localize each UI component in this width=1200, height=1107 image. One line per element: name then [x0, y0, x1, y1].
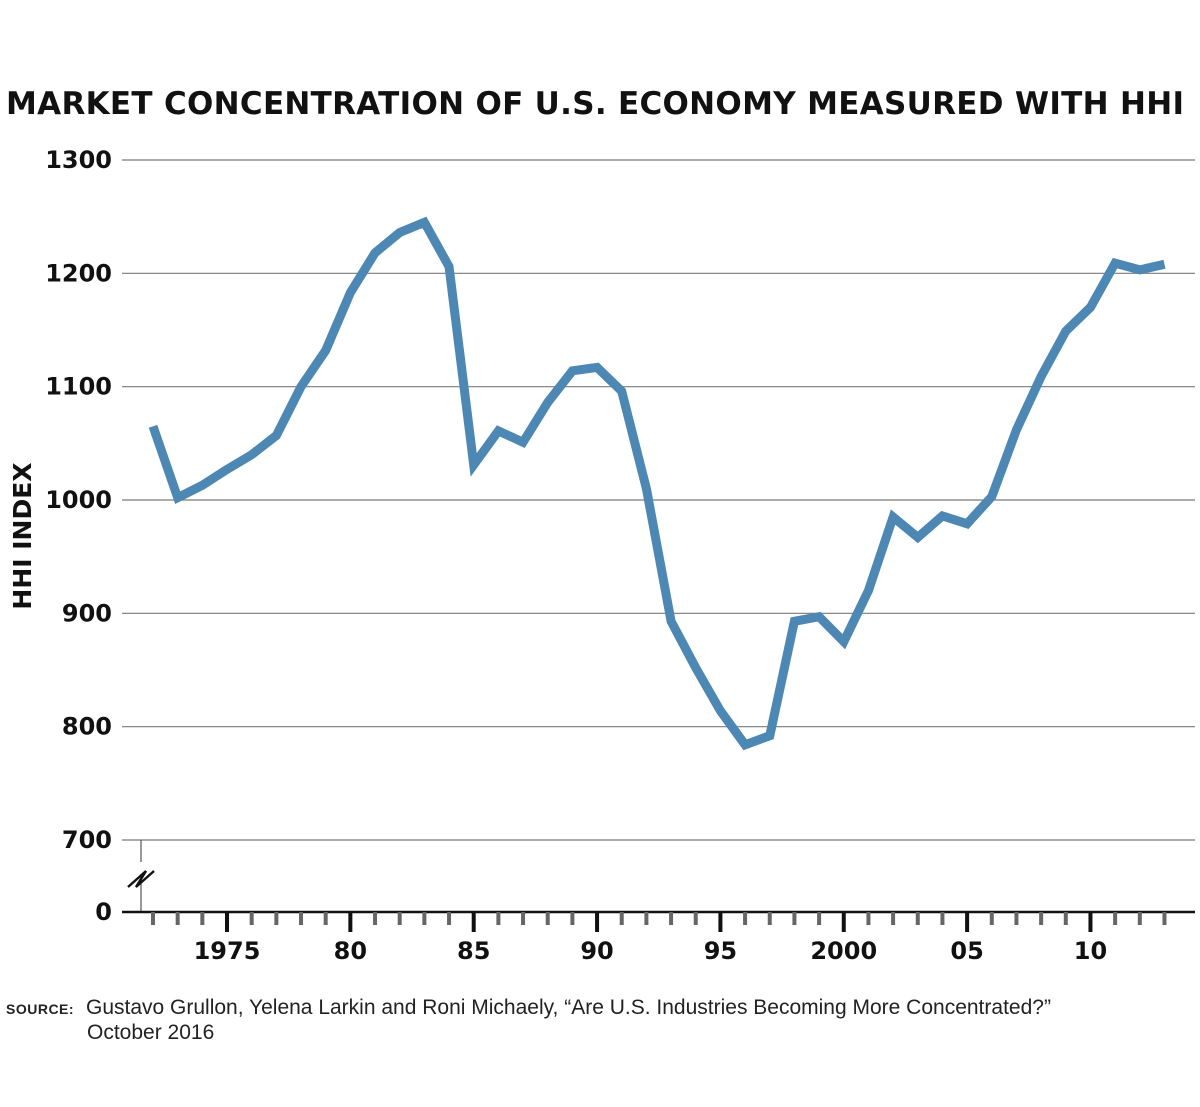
x-tick-1983 [422, 912, 427, 925]
x-tick-2012 [1137, 912, 1142, 925]
x-tick-1995 [718, 912, 723, 932]
x-tick-2007 [1014, 912, 1019, 925]
x-tick-1979 [323, 912, 328, 925]
x-tick-1989 [570, 912, 575, 925]
x-tick-label-1995: 95 [704, 937, 737, 965]
axis-break [127, 840, 155, 912]
x-tick-1994 [693, 912, 698, 925]
x-tick-1982 [397, 912, 402, 925]
x-tick-2005 [965, 912, 970, 932]
x-tick-1992 [644, 912, 649, 925]
x-tick-1998 [792, 912, 797, 925]
x-tick-2003 [915, 912, 920, 925]
x-tick-label-1985: 85 [457, 937, 490, 965]
x-tick-2011 [1113, 912, 1118, 925]
gridlines [122, 159, 1195, 841]
x-tick-1999 [817, 912, 822, 925]
y-tick-label-700: 700 [62, 826, 112, 854]
x-tick-2013 [1162, 912, 1167, 925]
x-tick-1988 [545, 912, 550, 925]
chart-title: MARKET CONCENTRATION OF U.S. ECONOMY MEA… [6, 86, 1185, 122]
source-date: October 2016 [87, 1021, 215, 1044]
x-tick-1991 [619, 912, 624, 925]
x-tick-1980 [348, 912, 353, 932]
y-tick-label-1200: 1200 [45, 259, 112, 287]
y-tick-label-900: 900 [62, 599, 112, 627]
x-tick-1984 [447, 912, 452, 925]
x-tick-label-2000: 2000 [810, 937, 877, 965]
x-tick-label-2010: 10 [1074, 937, 1107, 965]
x-tick-1976 [249, 912, 254, 925]
x-tick-1996 [743, 912, 748, 925]
x-tick-1990 [595, 912, 600, 932]
source-note: SOURCE: Gustavo Grullon, Yelena Larkin an… [6, 996, 1051, 1045]
y-tick-label-1300: 1300 [45, 146, 112, 174]
x-tick-2010 [1088, 912, 1093, 932]
x-tick-label-1980: 80 [334, 937, 367, 965]
x-tick-1978 [299, 912, 304, 925]
x-tick-2006 [989, 912, 994, 925]
y-tick-label-800: 800 [62, 713, 112, 741]
x-tick-1981 [373, 912, 378, 925]
x-tick-1997 [767, 912, 772, 925]
y-tick-label-1000: 1000 [45, 486, 112, 514]
x-tick-2009 [1063, 912, 1068, 925]
x-tick-1993 [669, 912, 674, 925]
source-citation: Gustavo Grullon, Yelena Larkin and Roni … [86, 996, 1051, 1019]
x-tick-1975 [225, 912, 230, 932]
x-tick-label-1990: 90 [580, 937, 613, 965]
y-tick-label-0: 0 [95, 898, 112, 926]
x-tick-2008 [1039, 912, 1044, 925]
x-tick-1972 [151, 912, 155, 925]
x-tick-1987 [521, 912, 526, 925]
x-tick-label-2005: 05 [950, 937, 983, 965]
x-tick-2000 [841, 912, 846, 932]
x-tick-2002 [891, 912, 896, 925]
x-axis-ticks: 1975 80 85 90 95 2000 05 10 [151, 912, 1167, 965]
x-tick-2001 [866, 912, 871, 925]
series-layer [148, 216, 1166, 751]
x-tick-1974 [200, 912, 205, 925]
y-axis-ticks: 0 700 800 900 1000 1100 1200 1300 [45, 146, 112, 926]
y-axis-label: HHI INDEX [8, 462, 37, 609]
y-tick-label-1100: 1100 [45, 373, 112, 401]
axis-break-zigzag [127, 870, 155, 888]
x-tick-1973 [175, 912, 180, 925]
source-label: SOURCE: [6, 1001, 75, 1017]
x-tick-1977 [274, 912, 279, 925]
x-tick-1986 [496, 912, 501, 925]
series-line-0 [148, 216, 1166, 751]
chart-canvas: 0 700 800 900 1000 1100 1200 1300 1975 80 85 90 95 2… [8, 146, 1195, 965]
x-tick-label-1975: 1975 [194, 937, 261, 965]
x-tick-2004 [940, 912, 945, 925]
x-tick-1985 [471, 912, 476, 932]
